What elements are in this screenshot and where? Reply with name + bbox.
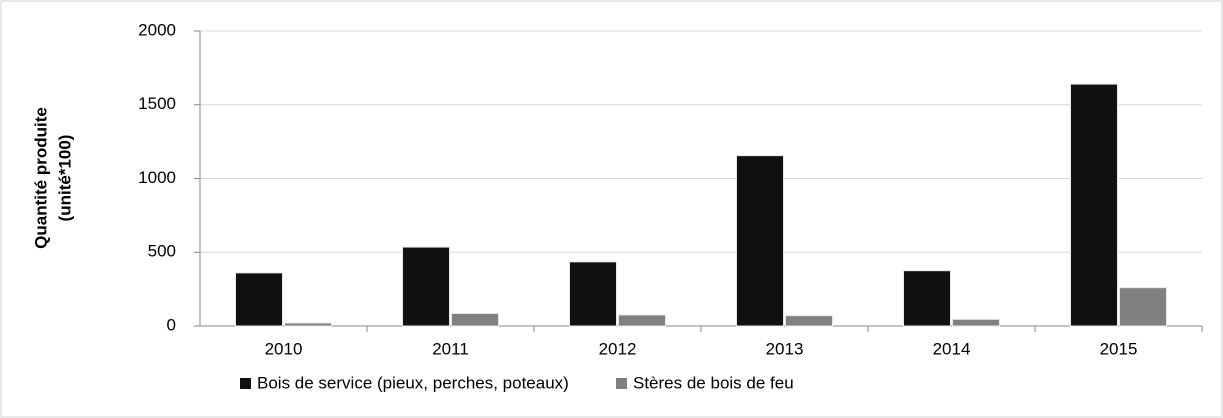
legend-label: Bois de service (pieux, perches, poteaux… bbox=[257, 373, 569, 392]
y-tick-label: 2000 bbox=[138, 20, 176, 39]
bar bbox=[402, 246, 450, 327]
y-tick-label: 1500 bbox=[138, 94, 176, 113]
bar bbox=[284, 322, 332, 327]
bar bbox=[618, 314, 666, 327]
bar bbox=[952, 318, 1000, 327]
x-tick-label: 2011 bbox=[432, 339, 469, 358]
bar bbox=[736, 155, 784, 327]
bar bbox=[1119, 287, 1167, 327]
bar bbox=[569, 261, 617, 327]
bar bbox=[903, 270, 951, 327]
legend-swatch bbox=[616, 378, 627, 389]
y-tick-label: 0 bbox=[167, 315, 176, 334]
legend-swatch bbox=[240, 378, 251, 389]
y-axis-title: Quantité produite bbox=[31, 107, 50, 249]
bar bbox=[235, 272, 283, 327]
y-tick-label: 1000 bbox=[138, 168, 176, 187]
x-tick-label: 2010 bbox=[265, 339, 303, 358]
bar bbox=[1070, 83, 1118, 327]
x-tick-label: 2015 bbox=[1100, 339, 1138, 358]
y-tick-label: 500 bbox=[148, 242, 176, 261]
legend-label: Stères de bois de feu bbox=[633, 373, 794, 392]
x-tick-label: 2013 bbox=[766, 339, 804, 358]
x-tick-label: 2014 bbox=[933, 339, 971, 358]
x-tick-label: 2012 bbox=[599, 339, 637, 358]
bar bbox=[785, 315, 833, 327]
bar bbox=[451, 312, 499, 327]
y-axis-title: (unité*100) bbox=[55, 135, 74, 222]
